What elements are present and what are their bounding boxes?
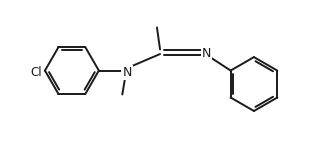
Text: Cl: Cl xyxy=(30,66,42,79)
Text: N: N xyxy=(202,47,211,60)
Text: N: N xyxy=(122,66,132,79)
